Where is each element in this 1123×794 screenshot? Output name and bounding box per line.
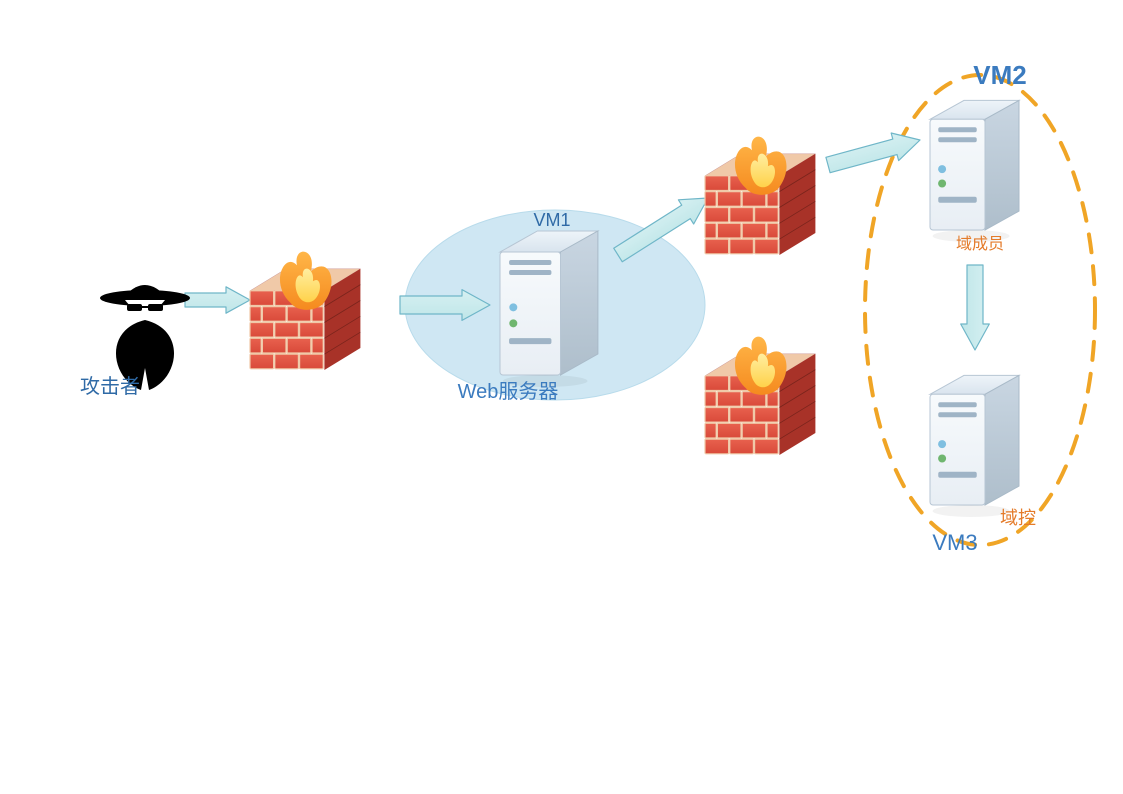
label-vm2-sub: 域成员 [956,230,1004,254]
label-vm3-sub: 域控 [1000,504,1036,530]
firewall-3 [705,337,815,455]
server-vm3 [930,375,1019,517]
label-vm2: VM2 [973,60,1026,91]
label-web-server: Web服务器 [458,375,559,404]
server-vm2 [930,100,1019,242]
label-vm3: VM3 [932,530,977,556]
label-vm1: VM1 [533,210,570,231]
label-attacker: 攻击者 [80,370,140,399]
svg-layer [0,0,1123,794]
a-attacker-fw1 [185,287,250,313]
diagram-stage: 攻击者 VM1 Web服务器 VM2 域成员 VM3 域控 [0,0,1123,794]
a-fw2-server2 [824,126,923,179]
firewall-2 [705,137,815,255]
firewall-1 [250,252,360,370]
a-vm2-vm3 [961,265,990,350]
